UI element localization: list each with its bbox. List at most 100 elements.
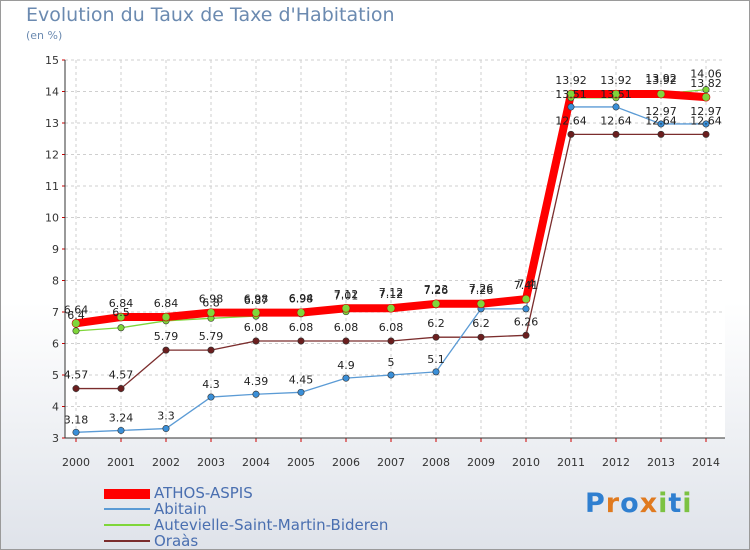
data-label: 7.41 [514, 279, 539, 292]
data-point [207, 346, 215, 354]
legend-swatch-autevielle [104, 524, 150, 526]
x-tick-label: 2006 [332, 456, 360, 469]
data-label: 7.12 [379, 286, 404, 299]
data-point [251, 308, 261, 317]
data-point [431, 299, 441, 309]
y-tick-label: 6 [52, 338, 59, 351]
data-point [161, 312, 171, 322]
data-point [116, 312, 126, 322]
x-tick-label: 2013 [647, 456, 675, 469]
legend-swatch-athos-aspis [104, 489, 150, 499]
data-label: 6.98 [199, 293, 224, 306]
data-label: 6.87 [244, 294, 269, 307]
logo-letter: i [682, 488, 693, 519]
data-point [252, 337, 260, 345]
data-label: 6.2 [427, 317, 445, 330]
logo-letter: r [605, 488, 621, 519]
data-label: 4.57 [64, 369, 89, 382]
legend-label-abitain: Abitain [154, 500, 207, 518]
legend-label-athos-aspis: ATHOS-ASPIS [154, 484, 253, 502]
legend-swatch-oraas [104, 540, 150, 542]
data-point [342, 374, 350, 382]
data-label: 14.06 [690, 68, 722, 81]
data-point [612, 103, 620, 111]
data-point [611, 89, 621, 99]
data-point [342, 337, 350, 345]
data-label: 4.57 [109, 369, 134, 382]
data-point [296, 308, 306, 317]
data-label: 6.08 [289, 321, 314, 334]
data-point [476, 299, 486, 309]
data-label: 7.12 [334, 288, 359, 301]
data-label: 7.26 [469, 282, 494, 295]
data-label: 12.97 [645, 105, 677, 118]
y-tick-label: 13 [45, 117, 59, 130]
x-tick-label: 2003 [197, 456, 225, 469]
chart-title: Evolution du Taux de Taxe d'Habitation [26, 4, 395, 26]
data-point [702, 86, 710, 94]
data-label: 13.51 [600, 88, 632, 101]
data-label: 4.3 [202, 378, 220, 391]
y-tick-label: 14 [45, 86, 59, 99]
logo-letter: i [658, 488, 669, 519]
data-label: 5.79 [199, 330, 224, 343]
data-point [657, 120, 665, 128]
data-label: 6.26 [514, 315, 539, 328]
x-tick-label: 2007 [377, 456, 405, 469]
data-label: 6.84 [154, 297, 179, 310]
logo-letter: t [668, 488, 683, 519]
data-label: 6.2 [472, 317, 490, 330]
data-label: 4.39 [244, 375, 269, 388]
data-label: 6.08 [379, 321, 404, 334]
data-label: 6.94 [289, 292, 314, 305]
data-point [567, 130, 575, 138]
legend-swatch-abitain [104, 508, 150, 510]
data-label: 13.82 [690, 77, 722, 90]
data-point [117, 324, 125, 332]
data-label: 6.98 [289, 293, 314, 306]
data-label: 3.18 [64, 413, 89, 426]
data-point [656, 89, 666, 99]
data-label: 6.98 [244, 293, 269, 306]
y-tick-label: 10 [45, 212, 59, 225]
data-point [341, 303, 351, 313]
y-tick-label: 15 [45, 54, 59, 67]
data-point [566, 89, 576, 99]
data-label: 7.01 [334, 290, 359, 303]
x-tick-label: 2005 [287, 456, 315, 469]
data-point [72, 428, 80, 436]
x-tick-label: 2012 [602, 456, 630, 469]
data-label: 6.4 [67, 309, 85, 322]
data-point [702, 120, 710, 128]
x-tick-label: 2010 [512, 456, 540, 469]
data-label: 7.4 [517, 277, 535, 290]
data-label: 7.23 [424, 283, 449, 296]
data-point [432, 333, 440, 341]
data-label: 5.1 [427, 353, 445, 366]
data-label: 6.64 [64, 303, 89, 316]
data-point [432, 368, 440, 376]
data-point [387, 371, 395, 379]
x-tick-label: 2001 [107, 456, 135, 469]
data-label: 3.24 [109, 411, 134, 424]
data-point [701, 92, 711, 102]
proxiti-logo: Proxiti [585, 488, 693, 519]
data-point [297, 388, 305, 396]
data-label: 12.64 [555, 114, 587, 127]
data-point [162, 346, 170, 354]
data-label: 6.5 [112, 306, 130, 319]
data-point [297, 337, 305, 345]
data-label: 13.92 [645, 72, 677, 85]
data-label: 4.9 [337, 359, 355, 372]
data-point [387, 337, 395, 345]
data-label: 3.3 [157, 410, 175, 423]
data-point [567, 103, 575, 111]
data-point [657, 130, 665, 138]
data-label: 12.64 [645, 114, 677, 127]
data-point [162, 425, 170, 433]
data-label: 7.12 [379, 288, 404, 301]
data-point [477, 333, 485, 341]
y-tick-label: 3 [52, 432, 59, 445]
data-point [117, 385, 125, 393]
